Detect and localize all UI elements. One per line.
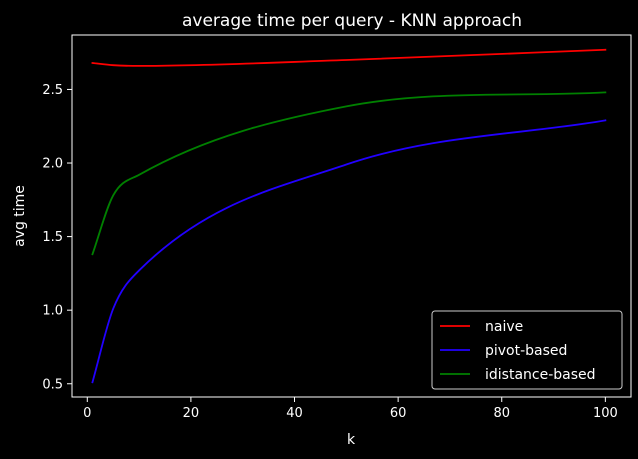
series-layer bbox=[91, 48, 607, 384]
y-tick-label: 1.0 bbox=[42, 304, 63, 319]
plot-area: 0 20 40 60 80 100 0.5 1.0 1.5 2.0 2.5 bbox=[42, 34, 632, 421]
chart-title: average time per query - KNN approach bbox=[182, 11, 522, 31]
legend-label-idistance-based: idistance-based bbox=[485, 367, 596, 383]
series-line-idistance-based bbox=[91, 91, 607, 256]
series-line-naive bbox=[91, 48, 607, 67]
y-tick-label: 0.5 bbox=[42, 377, 63, 392]
x-axis-label: k bbox=[347, 432, 356, 448]
x-tick-label: 40 bbox=[286, 406, 303, 421]
axes-frame bbox=[71, 34, 632, 398]
y-axis-ticks: 0.5 1.0 1.5 2.0 2.5 bbox=[42, 83, 72, 392]
x-tick-label: 20 bbox=[183, 406, 200, 421]
y-tick-label: 2.0 bbox=[42, 157, 63, 172]
x-tick-label: 100 bbox=[593, 406, 618, 421]
y-tick-label: 2.5 bbox=[42, 83, 63, 98]
x-axis-ticks: 0 20 40 60 80 100 bbox=[83, 397, 618, 421]
legend-box bbox=[431, 310, 623, 390]
x-tick-label: 0 bbox=[83, 406, 91, 421]
series-line-pivot-based bbox=[91, 119, 607, 384]
x-tick-label: 80 bbox=[493, 406, 510, 421]
legend: naive pivot-based idistance-based bbox=[431, 310, 623, 390]
x-tick-label: 60 bbox=[390, 406, 407, 421]
legend-label-naive: naive bbox=[485, 319, 523, 335]
y-tick-label: 1.5 bbox=[42, 230, 63, 245]
legend-label-pivot-based: pivot-based bbox=[485, 343, 567, 359]
y-axis-label: avg time bbox=[12, 185, 28, 247]
legend-entries: naive pivot-based idistance-based bbox=[440, 319, 596, 383]
